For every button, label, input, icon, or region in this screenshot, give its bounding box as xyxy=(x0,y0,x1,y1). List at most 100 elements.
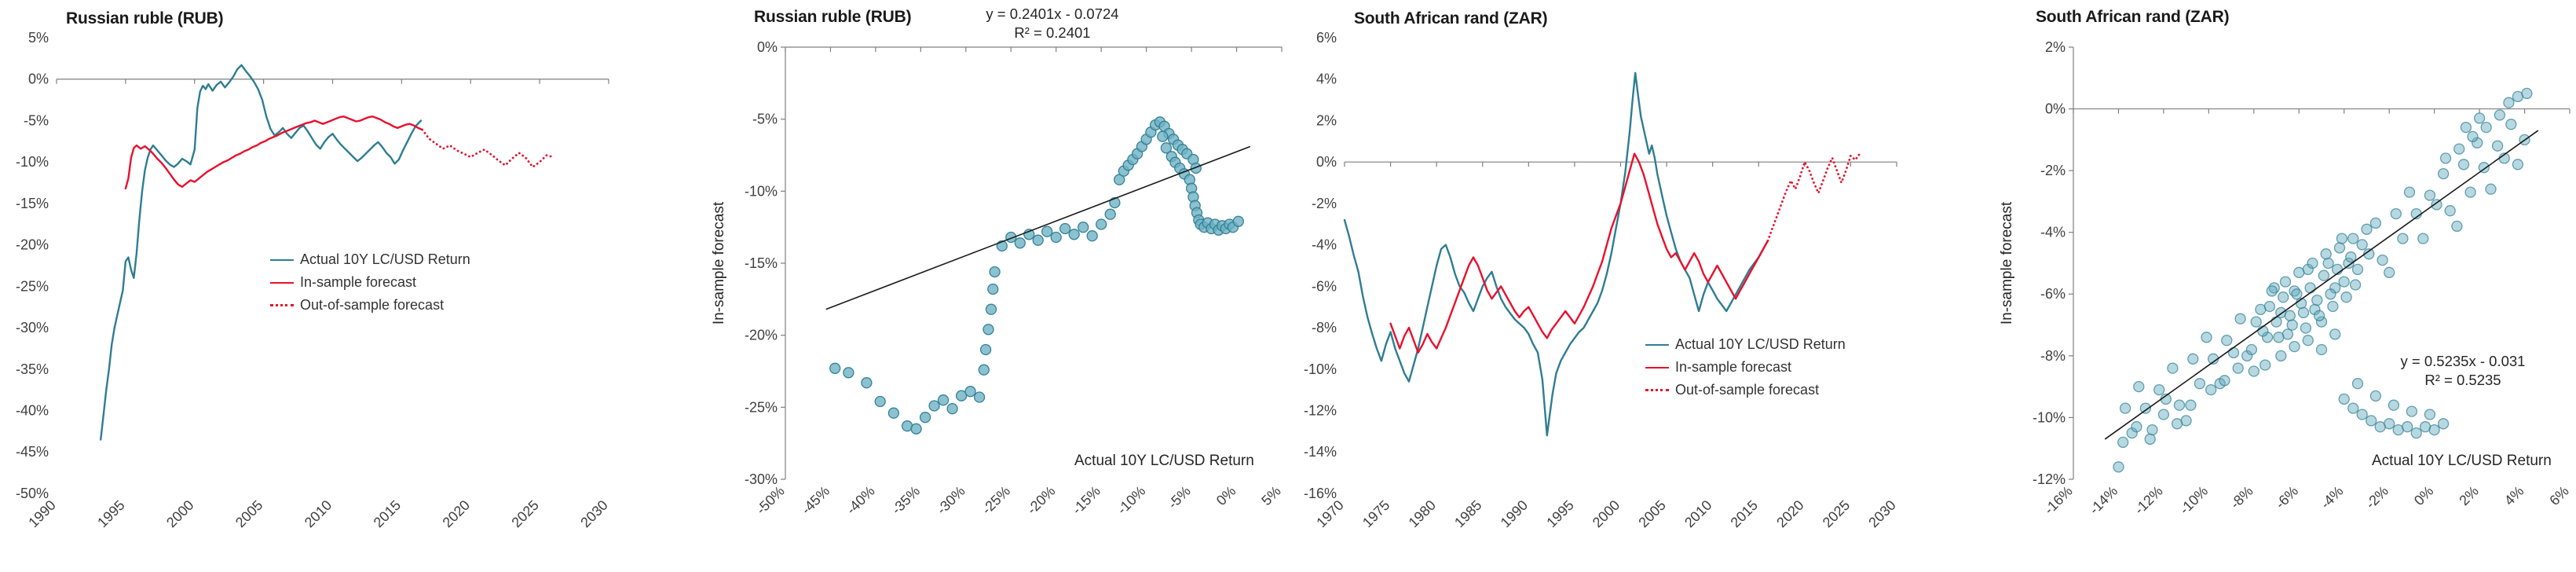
scatter-point xyxy=(2318,270,2330,281)
series-line-1 xyxy=(124,116,423,190)
series-line-2 xyxy=(421,128,555,168)
scatter-point xyxy=(2417,233,2429,244)
x-tick-label: 1975 xyxy=(1359,497,1392,530)
scatter-point xyxy=(2439,152,2452,164)
scatter-point xyxy=(2187,353,2199,365)
scatter-point xyxy=(2329,328,2341,340)
scatter-point xyxy=(2424,409,2436,420)
scatter-point xyxy=(2315,316,2328,328)
scatter-point xyxy=(2284,310,2296,321)
scatter-point xyxy=(2311,294,2323,306)
scatter-point xyxy=(2173,399,2186,411)
scatter-point xyxy=(2347,233,2359,244)
y-tick-label: -6% xyxy=(2040,286,2066,302)
scatter-point xyxy=(2322,257,2334,270)
y-axis-label-rub-scatter: In-sample forecast xyxy=(711,201,727,325)
scatter-point xyxy=(2390,207,2402,220)
scatter-point xyxy=(2313,310,2325,321)
y-tick-label: -40% xyxy=(16,402,49,418)
x-tick-label: -15% xyxy=(1069,483,1103,518)
x-tick-label: -40% xyxy=(843,483,878,518)
x-axis-label-rub-scatter: Actual 10Y LC/USD Return xyxy=(1074,453,1254,469)
scatter-point xyxy=(2336,233,2348,244)
legend-item-insample: In-sample forecast xyxy=(1645,359,1846,376)
scatter-point xyxy=(2221,335,2233,346)
scatter-point xyxy=(1160,142,1173,154)
x-tick-label: -14% xyxy=(2086,483,2120,518)
scatter-point xyxy=(2167,362,2179,374)
zar-scatter-plot: 2%0%-2%-4%-6%-8%-10%-12%-16% -14% -12% -10%… xyxy=(2033,39,2572,518)
scatter-point xyxy=(2453,143,2465,155)
y-tick-label: -35% xyxy=(16,361,49,377)
y-tick-label: -20% xyxy=(16,237,49,253)
scatter-point xyxy=(2250,316,2262,328)
y-tick-label: -10% xyxy=(745,183,778,199)
x-tick-label: 2015 xyxy=(1728,497,1761,530)
scatter-point xyxy=(2113,461,2124,473)
x-tick-label: 1990 xyxy=(1498,497,1531,530)
scatter-point xyxy=(1032,234,1044,246)
scatter-point xyxy=(2259,359,2271,371)
legend-item-actual: Actual 10Y LC/USD Return xyxy=(270,251,470,268)
scatter-point xyxy=(2257,325,2269,337)
y-tick-label: -10% xyxy=(16,154,49,170)
chart-title-zar-scatter: South African rand (ZAR) xyxy=(2036,8,2230,26)
scatter-point xyxy=(989,266,1001,278)
legend-swatch-actual-line-icon xyxy=(270,258,294,261)
scatter-point xyxy=(2185,399,2197,411)
x-tick-label: 2030 xyxy=(577,497,610,530)
legend-item-outsample: Out-of-sample forecast xyxy=(270,297,470,314)
x-tick-label: -10% xyxy=(2176,483,2211,518)
y-tick-label: 5% xyxy=(28,30,49,46)
scatter-point xyxy=(2286,319,2298,331)
chart-title-rub-timeseries: Russian ruble (RUB) xyxy=(66,9,224,28)
scatter-point xyxy=(2402,421,2413,433)
scatter-point xyxy=(2338,393,2350,405)
scatter-point xyxy=(2205,383,2217,396)
scatter-point xyxy=(2304,282,2316,294)
x-tick-label: 6% xyxy=(2546,483,2572,509)
scatter-point xyxy=(2512,159,2524,170)
equation-line: y = 0.5235x - 0.031 xyxy=(2400,353,2526,369)
scatter-point xyxy=(1014,237,1026,249)
x-tick-label: 2005 xyxy=(232,497,265,530)
scatter-point xyxy=(1157,130,1169,142)
scatter-point xyxy=(2302,335,2314,346)
scatter-point xyxy=(2437,167,2450,180)
scatter-point xyxy=(1041,226,1053,237)
y-tick-label: -20% xyxy=(745,328,778,343)
chart-panel-rub-timeseries: 5% 0% -5% -10% -15% -20% -25% -30% -35% -40% -45% -… xyxy=(0,0,644,572)
scatter-point xyxy=(2366,415,2377,427)
x-tick-label: 2000 xyxy=(1590,497,1623,530)
x-tick-label: -45% xyxy=(798,483,832,518)
scatter-point xyxy=(2291,288,2303,300)
scatter-point xyxy=(964,386,976,398)
scatter-point xyxy=(2473,112,2486,124)
y-tick-label: -6% xyxy=(1312,278,1337,294)
scatter-point xyxy=(2139,402,2152,414)
y-tick-label: -14% xyxy=(1304,444,1337,460)
scatter-point xyxy=(2464,186,2476,198)
legend-label-outsample: Out-of-sample forecast xyxy=(300,297,445,313)
scatter-point xyxy=(2270,316,2282,328)
y-tick-label: -50% xyxy=(16,486,49,501)
scatter-point xyxy=(2369,390,2382,402)
scatter-point xyxy=(937,394,950,406)
scatter-point xyxy=(2451,220,2463,233)
scatter-point xyxy=(2431,199,2442,211)
scatter-point xyxy=(1096,218,1107,230)
x-tick-label: -2% xyxy=(2362,483,2391,512)
scatter-point xyxy=(2347,402,2359,414)
scatter-point xyxy=(829,362,841,374)
trend-line xyxy=(825,145,1251,310)
legend-label-actual: Actual 10Y LC/USD Return xyxy=(1675,336,1846,352)
scatter-point xyxy=(1050,231,1062,244)
legend-label-outsample: Out-of-sample forecast xyxy=(1675,382,1820,398)
trend-line xyxy=(2104,130,2539,440)
scatter-point xyxy=(2480,121,2492,134)
scatter-point xyxy=(2377,254,2388,266)
legend-label-actual: Actual 10Y LC/USD Return xyxy=(300,251,470,267)
scatter-point xyxy=(973,391,986,403)
x-tick-label: 4% xyxy=(2501,483,2527,509)
series-line-1 xyxy=(1389,152,1769,354)
